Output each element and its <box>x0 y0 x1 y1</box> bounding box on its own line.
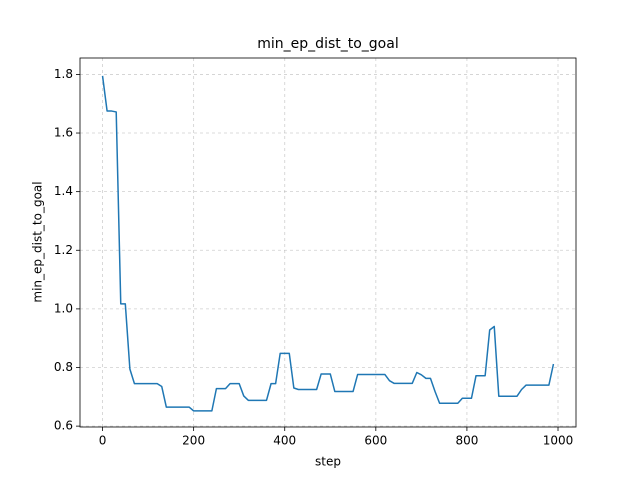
x-tick-label: 800 <box>455 434 478 448</box>
x-tick-label: 0 <box>99 434 107 448</box>
y-tick-label: 1.6 <box>54 126 73 140</box>
data-line <box>101 75 555 412</box>
x-tick-label: 200 <box>182 434 205 448</box>
y-tick-label: 1.2 <box>54 243 73 257</box>
x-tick-label: 600 <box>364 434 387 448</box>
x-tick-label: 400 <box>273 434 296 448</box>
y-tick-label: 1.8 <box>54 67 73 81</box>
y-tick-label: 1.4 <box>54 184 73 198</box>
y-tick-label: 0.6 <box>54 419 73 433</box>
x-tick-label: 1000 <box>543 434 574 448</box>
x-axis-label: step <box>315 455 341 469</box>
y-axis-label: min_ep_dist_to_goal <box>31 181 45 302</box>
y-tick-label: 1.0 <box>54 301 73 315</box>
chart-title: min_ep_dist_to_goal <box>257 36 398 52</box>
axes-frame <box>79 57 577 428</box>
y-tick-label: 0.8 <box>54 360 73 374</box>
